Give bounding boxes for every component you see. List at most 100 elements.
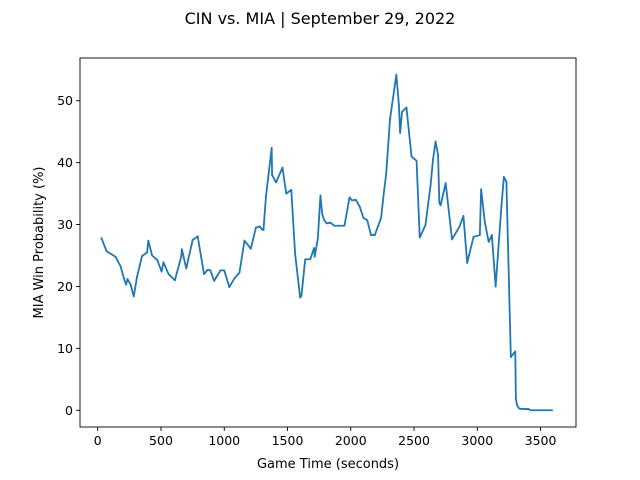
x-tick-label: 0 — [94, 433, 102, 448]
data-point — [380, 216, 383, 219]
data-point — [129, 283, 132, 286]
data-point — [529, 409, 532, 412]
x-tick-label: 2000 — [335, 433, 367, 448]
data-point — [100, 237, 103, 240]
data-point — [424, 224, 427, 227]
data-point — [514, 350, 517, 353]
data-point — [490, 234, 493, 236]
data-point — [300, 294, 303, 297]
data-point — [494, 285, 497, 288]
data-point — [281, 166, 284, 169]
y-axis: 0 10 20 30 40 50 — [57, 93, 80, 418]
data-point — [487, 240, 490, 243]
data-point — [223, 269, 226, 272]
data-point — [156, 258, 159, 261]
data-point — [502, 175, 505, 178]
data-point — [373, 234, 376, 236]
x-axis-label: Game Time (seconds) — [257, 457, 399, 472]
data-point — [160, 270, 163, 273]
y-tick-label: 50 — [57, 93, 73, 108]
y-tick-label: 30 — [57, 217, 73, 232]
data-point — [119, 265, 122, 267]
x-tick-label: 3500 — [525, 433, 557, 448]
data-point — [123, 278, 126, 281]
data-point — [146, 251, 148, 254]
data-point — [191, 239, 194, 241]
x-tick-label: 1500 — [272, 433, 304, 448]
data-point — [504, 178, 507, 181]
x-tick-label: 2500 — [398, 433, 430, 448]
data-point — [249, 247, 252, 250]
data-point — [114, 255, 117, 258]
data-point — [136, 276, 138, 279]
data-point — [233, 277, 236, 280]
data-points — [100, 73, 553, 412]
data-point — [410, 155, 413, 158]
data-point — [105, 250, 108, 253]
data-point — [206, 268, 209, 271]
data-point — [434, 140, 437, 143]
data-point — [325, 222, 328, 225]
data-point — [515, 398, 517, 401]
data-point — [304, 258, 307, 261]
data-point — [275, 181, 278, 184]
data-point — [472, 236, 475, 238]
x-axis: 0 500 1000 1500 2000 2500 3000 3500 — [94, 427, 557, 448]
data-point — [213, 279, 216, 282]
x-tick-label: 1000 — [208, 433, 240, 448]
data-point — [500, 206, 503, 209]
x-tick-label: 500 — [149, 433, 173, 448]
data-point — [321, 213, 324, 216]
data-point — [271, 174, 273, 176]
data-point — [348, 196, 351, 199]
data-point — [180, 248, 183, 251]
data-point — [354, 198, 357, 201]
data-point — [539, 409, 542, 412]
data-point — [518, 407, 520, 410]
data-point — [243, 239, 246, 242]
data-point — [385, 172, 388, 175]
data-point — [254, 226, 257, 229]
y-tick-label: 20 — [57, 279, 73, 294]
data-point — [538, 409, 541, 412]
data-point — [551, 409, 553, 412]
data-point — [290, 188, 293, 191]
y-tick-label: 10 — [57, 341, 73, 356]
data-point — [319, 194, 322, 197]
data-point — [265, 195, 267, 197]
data-point — [132, 295, 135, 298]
data-point — [399, 132, 402, 134]
data-point — [185, 267, 188, 270]
data-point — [196, 235, 199, 238]
data-point — [237, 273, 240, 275]
data-point — [458, 225, 461, 228]
data-point — [162, 261, 165, 264]
data-point — [525, 408, 528, 410]
data-point — [351, 199, 353, 202]
data-point — [466, 262, 469, 264]
data-point — [509, 356, 512, 358]
y-tick-label: 40 — [57, 155, 73, 170]
chart-title: CIN vs. MIA | September 29, 2022 — [185, 9, 456, 28]
data-point — [484, 221, 486, 224]
data-point — [294, 252, 296, 255]
data-point — [316, 237, 319, 240]
data-point — [313, 255, 316, 258]
data-point — [329, 221, 332, 224]
data-point — [505, 180, 508, 183]
data-point — [478, 234, 481, 236]
data-point — [415, 159, 418, 162]
data-point — [309, 258, 312, 261]
data-point — [313, 247, 315, 249]
y-tick-label: 0 — [65, 403, 73, 418]
data-point — [437, 154, 439, 157]
data-point — [258, 225, 261, 228]
data-point — [418, 236, 421, 239]
data-point — [343, 224, 346, 227]
plot-frame — [79, 57, 577, 428]
data-point — [219, 269, 222, 272]
data-point — [270, 146, 273, 149]
data-point — [535, 409, 538, 412]
data-point — [438, 201, 441, 204]
